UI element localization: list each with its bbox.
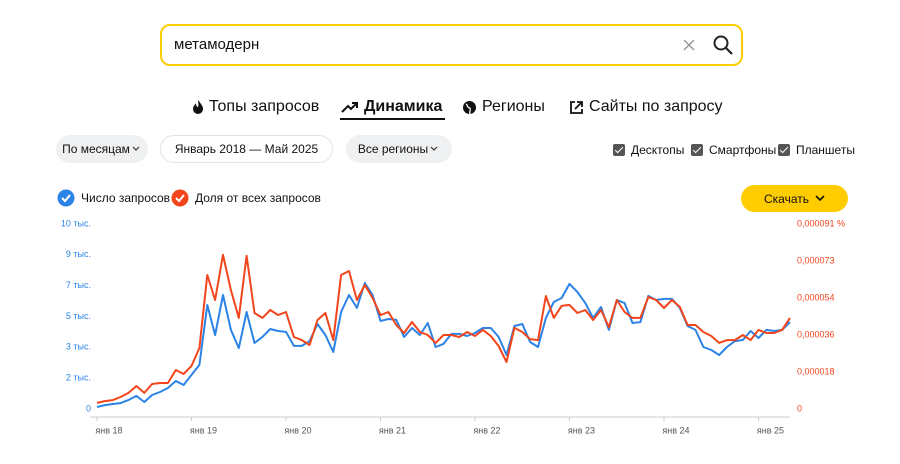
series-line <box>96 253 791 404</box>
search-box[interactable]: метамодерн <box>160 24 743 66</box>
legend-label[interactable]: Доля от всех запросов <box>195 191 321 205</box>
link-icon <box>570 100 583 114</box>
legend-icon[interactable] <box>171 189 189 207</box>
x-tick-label: янв 18 <box>95 425 122 435</box>
tab-label[interactable]: Сайты по запросу <box>589 98 723 115</box>
tab-label[interactable]: Регионы <box>482 98 545 115</box>
period-select[interactable]: По месяцам <box>56 135 148 163</box>
y-tick-label: 2 тыс. <box>66 373 91 383</box>
series-line <box>96 282 791 408</box>
legend-check <box>175 194 185 203</box>
download-button[interactable]: Скачать <box>741 185 848 212</box>
y2-tick-label: 0,000018 <box>797 366 835 376</box>
tab[interactable]: Сайты по запросу <box>569 98 723 116</box>
device-label[interactable]: Планшеты <box>796 143 855 157</box>
tab-label[interactable]: Динамика <box>364 98 443 115</box>
y-tick-label: 3 тыс. <box>66 342 91 352</box>
tab-active[interactable]: Динамика <box>341 98 442 116</box>
checkbox[interactable] <box>613 144 625 156</box>
device-checkbox[interactable]: Планшеты <box>778 143 855 157</box>
region-select[interactable]: Все регионы <box>346 135 452 163</box>
chevron <box>815 195 825 202</box>
legend-item[interactable]: Число запросов <box>57 189 170 207</box>
legend-dot <box>171 189 189 207</box>
checkbox[interactable] <box>778 144 790 156</box>
chevron <box>132 146 140 151</box>
chevron <box>430 146 438 151</box>
checkbox[interactable] <box>691 144 703 156</box>
search-query[interactable]: метамодерн <box>174 36 260 53</box>
clear-icon[interactable] <box>682 38 696 52</box>
y-tick-label: 9 тыс. <box>66 249 91 259</box>
tab-label[interactable]: Топы запросов <box>209 98 320 115</box>
y-tick-label: 7 тыс. <box>66 280 91 290</box>
tab-underline <box>340 118 445 120</box>
y2-tick-label: 0 <box>797 403 802 413</box>
legend-item[interactable]: Доля от всех запросов <box>171 189 321 207</box>
period-label[interactable]: По месяцам <box>62 142 130 156</box>
tab[interactable]: Регионы <box>462 98 545 116</box>
y2-tick-label: 0,000073 <box>797 255 835 265</box>
y2-tick-label: 0,000054 <box>797 292 835 302</box>
legend-dot <box>57 189 75 207</box>
device-checkbox[interactable]: Десктопы <box>613 143 684 157</box>
search-icon[interactable] <box>712 34 734 56</box>
x-tick-label: янв 23 <box>568 425 595 435</box>
y-tick-label: 0 <box>86 403 91 413</box>
y2-tick-label: 0,000091 % <box>797 218 845 228</box>
device-checkbox[interactable]: Смартфоны <box>691 143 776 157</box>
x-tick-label: янв 19 <box>190 425 217 435</box>
device-label[interactable]: Десктопы <box>631 143 685 157</box>
legend-label[interactable]: Число запросов <box>81 191 171 205</box>
date-range[interactable]: Январь 2018 — Май 2025 <box>160 135 333 163</box>
chart: 0 2 тыс. 3 тыс. 5 тыс. 7 тыс. 9 тыс. 10 тыс. 0 0… <box>61 218 845 435</box>
y2-tick-label: 0,000036 <box>797 329 835 339</box>
x-tick-label: янв 20 <box>284 425 311 435</box>
legend-icon[interactable] <box>57 189 75 207</box>
x-tick-label: янв 21 <box>379 425 406 435</box>
y-tick-label: 5 тыс. <box>66 311 91 321</box>
date-range-label[interactable]: Январь 2018 — Май 2025 <box>174 142 319 156</box>
y-tick-label: 10 тыс. <box>61 218 91 228</box>
download-label[interactable]: Скачать <box>764 191 809 206</box>
tab[interactable]: Топы запросов <box>192 98 319 116</box>
fire-icon <box>193 100 203 114</box>
trend-icon <box>341 102 358 113</box>
region-label[interactable]: Все регионы <box>357 142 429 156</box>
globe-icon <box>463 100 476 114</box>
device-label[interactable]: Смартфоны <box>709 143 777 157</box>
legend-check <box>61 194 71 203</box>
x-tick-label: янв 25 <box>757 425 784 435</box>
x-tick-label: янв 22 <box>473 425 500 435</box>
x-tick-label: янв 24 <box>662 425 689 435</box>
